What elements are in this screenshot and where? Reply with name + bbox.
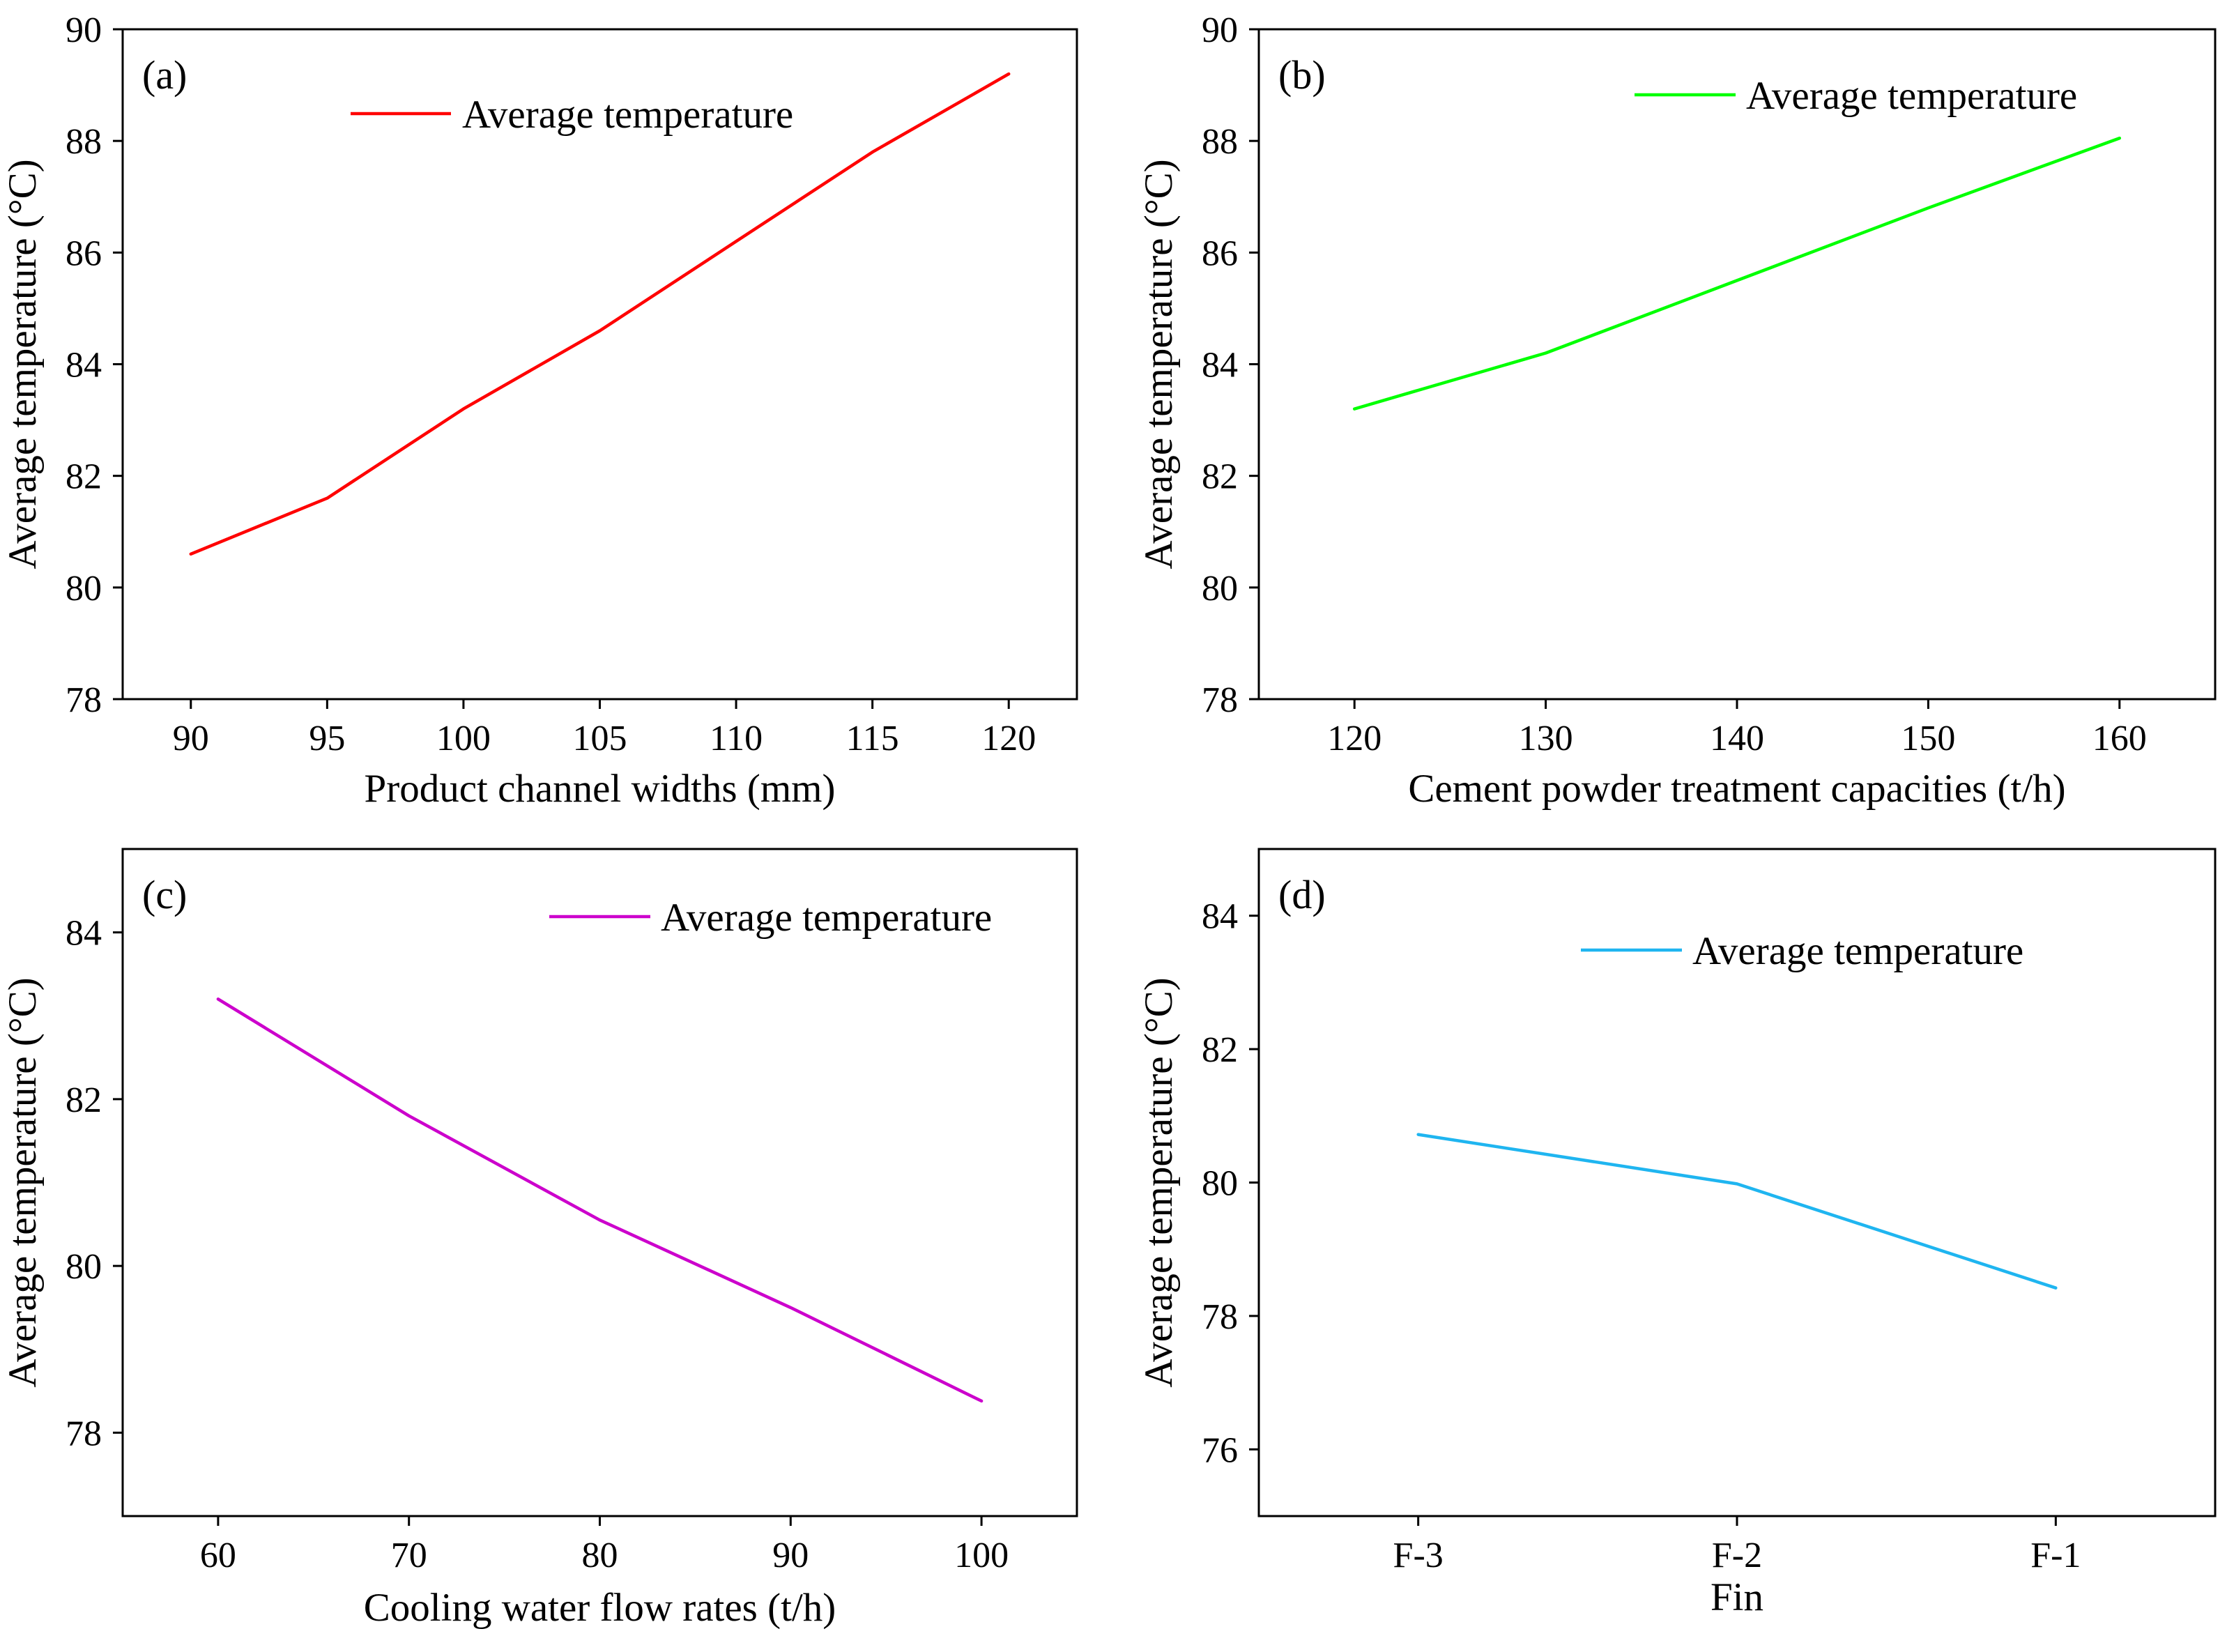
y-tick-label: 76 bbox=[1202, 1430, 1238, 1470]
legend: Average temperature bbox=[351, 93, 793, 137]
chart-panel-a: 90 95 100 105 110 115 120 78 80 82 84 86 88 90 Product… bbox=[1, 10, 1078, 811]
y-tick-label: 82 bbox=[66, 457, 102, 497]
x-tick-label: F-3 bbox=[1393, 1536, 1444, 1575]
x-tick-label: 160 bbox=[2092, 719, 2147, 758]
x-tick-label: 70 bbox=[391, 1536, 427, 1575]
x-axis-title: Product channel widths (mm) bbox=[365, 767, 836, 811]
x-tick-label: 60 bbox=[200, 1536, 236, 1575]
x-axis-title: Cooling water flow rates (t/h) bbox=[364, 1586, 836, 1630]
y-tick-label: 86 bbox=[1202, 234, 1238, 273]
y-tick-label: 78 bbox=[1202, 680, 1238, 720]
y-tick-label: 90 bbox=[1202, 10, 1238, 50]
series-line bbox=[216, 997, 984, 1403]
legend-label: Average temperature bbox=[1746, 74, 2077, 118]
y-tick-label: 88 bbox=[1202, 122, 1238, 162]
panel-label: (c) bbox=[142, 872, 187, 917]
x-tick-label: F-1 bbox=[2030, 1536, 2081, 1575]
y-tick-label: 82 bbox=[66, 1080, 102, 1120]
panel-label: (d) bbox=[1278, 872, 1326, 917]
y-tick-label: 80 bbox=[66, 1247, 102, 1287]
chart-panel-c: 60 70 80 90 100 78 80 82 84 Cooling water flow ra… bbox=[1, 848, 1078, 1630]
chart-panel-d: F-3 F-2 F-1 76 78 80 82 84 Fin Average temperatur… bbox=[1137, 848, 2217, 1619]
x-tick-label: 80 bbox=[582, 1536, 618, 1575]
y-tick-label: 88 bbox=[66, 122, 102, 162]
y-tick-label: 84 bbox=[1202, 346, 1238, 385]
x-axis-title: Fin bbox=[1711, 1575, 1763, 1619]
x-tick-label: F-2 bbox=[1712, 1536, 1762, 1575]
legend: Average temperature bbox=[1635, 74, 2077, 118]
x-tick-label: 90 bbox=[772, 1536, 809, 1575]
series-line bbox=[1352, 136, 2122, 411]
chart-panel-b: 120 130 140 150 160 78 80 82 84 86 88 90 Cement powd… bbox=[1137, 10, 2217, 811]
legend-label: Average temperature bbox=[462, 93, 793, 137]
x-tick-label: 95 bbox=[309, 719, 345, 758]
x-axis-title: Cement powder treatment capacities (t/h) bbox=[1408, 767, 2065, 811]
y-tick-label: 80 bbox=[66, 569, 102, 609]
plot-frame bbox=[121, 848, 1078, 1517]
y-tick-label: 84 bbox=[66, 914, 102, 954]
y-tick-label: 90 bbox=[66, 10, 102, 50]
y-tick-label: 84 bbox=[66, 346, 102, 385]
y-tick-label: 78 bbox=[66, 1414, 102, 1453]
x-tick-label: 100 bbox=[954, 1536, 1009, 1575]
x-tick-label: 120 bbox=[981, 719, 1036, 758]
legend: Average temperature bbox=[1581, 929, 2023, 973]
legend: Average temperature bbox=[549, 896, 992, 940]
y-tick-label: 80 bbox=[1202, 1164, 1238, 1204]
panel-label: (a) bbox=[142, 52, 187, 98]
x-tick-label: 110 bbox=[710, 719, 763, 758]
legend-label: Average temperature bbox=[1692, 929, 2023, 973]
y-tick-label: 78 bbox=[66, 680, 102, 720]
x-tick-label: 90 bbox=[173, 719, 209, 758]
y-tick-label: 82 bbox=[1202, 1030, 1238, 1070]
x-tick-label: 100 bbox=[436, 719, 491, 758]
y-tick-label: 80 bbox=[1202, 569, 1238, 609]
y-tick-label: 82 bbox=[1202, 457, 1238, 497]
x-tick-label: 115 bbox=[846, 719, 899, 758]
x-tick-label: 140 bbox=[1710, 719, 1764, 758]
series-line bbox=[189, 72, 1011, 556]
y-axis-title: Average temperature (°C) bbox=[1, 977, 45, 1387]
y-axis-title: Average temperature (°C) bbox=[1137, 977, 1181, 1387]
y-tick-label: 84 bbox=[1202, 897, 1238, 937]
series-line bbox=[1416, 1133, 2058, 1290]
x-tick-label: 120 bbox=[1327, 719, 1382, 758]
y-tick-label: 78 bbox=[1202, 1297, 1238, 1337]
plot-frame bbox=[1257, 28, 2217, 701]
x-tick-label: 150 bbox=[1901, 719, 1955, 758]
x-tick-label: 105 bbox=[573, 719, 627, 758]
y-tick-label: 86 bbox=[66, 234, 102, 273]
y-axis-title: Average temperature (°C) bbox=[1137, 159, 1181, 569]
legend-label: Average temperature bbox=[661, 896, 992, 940]
panel-label: (b) bbox=[1278, 52, 1326, 98]
y-axis-title: Average temperature (°C) bbox=[1, 159, 45, 569]
x-tick-label: 130 bbox=[1519, 719, 1573, 758]
